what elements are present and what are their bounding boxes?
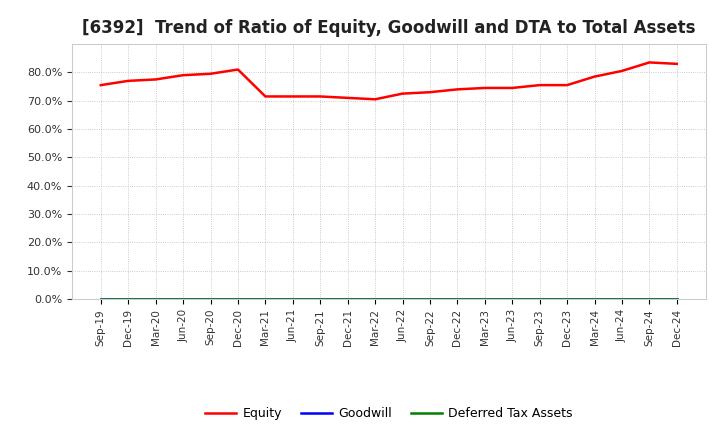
Deferred Tax Assets [480,297,489,302]
Equity [618,68,626,73]
Line: Equity: Equity [101,62,677,99]
Deferred Tax Assets [96,297,105,302]
Deferred Tax Assets [508,297,516,302]
Equity [124,78,132,84]
Deferred Tax Assets [289,297,297,302]
Equity [371,97,379,102]
Deferred Tax Assets [124,297,132,302]
Equity [480,85,489,91]
Goodwill [398,297,407,302]
Goodwill [261,297,270,302]
Deferred Tax Assets [618,297,626,302]
Goodwill [151,297,160,302]
Goodwill [536,297,544,302]
Deferred Tax Assets [206,297,215,302]
Equity [672,61,681,66]
Goodwill [233,297,242,302]
Equity [96,82,105,88]
Equity [590,74,599,79]
Equity [179,73,187,78]
Equity [343,95,352,100]
Goodwill [179,297,187,302]
Goodwill [618,297,626,302]
Deferred Tax Assets [398,297,407,302]
Equity [536,82,544,88]
Equity [645,60,654,65]
Goodwill [124,297,132,302]
Equity [289,94,297,99]
Goodwill [206,297,215,302]
Deferred Tax Assets [343,297,352,302]
Deferred Tax Assets [371,297,379,302]
Goodwill [563,297,572,302]
Deferred Tax Assets [645,297,654,302]
Goodwill [453,297,462,302]
Deferred Tax Assets [233,297,242,302]
Deferred Tax Assets [316,297,325,302]
Equity [508,85,516,91]
Deferred Tax Assets [426,297,434,302]
Equity [206,71,215,77]
Goodwill [343,297,352,302]
Deferred Tax Assets [179,297,187,302]
Equity [563,82,572,88]
Deferred Tax Assets [590,297,599,302]
Goodwill [645,297,654,302]
Equity [426,90,434,95]
Goodwill [316,297,325,302]
Goodwill [289,297,297,302]
Goodwill [590,297,599,302]
Deferred Tax Assets [672,297,681,302]
Equity [316,94,325,99]
Goodwill [96,297,105,302]
Goodwill [426,297,434,302]
Deferred Tax Assets [453,297,462,302]
Deferred Tax Assets [563,297,572,302]
Goodwill [672,297,681,302]
Equity [398,91,407,96]
Equity [151,77,160,82]
Goodwill [508,297,516,302]
Deferred Tax Assets [151,297,160,302]
Equity [261,94,270,99]
Equity [233,67,242,72]
Deferred Tax Assets [536,297,544,302]
Legend: Equity, Goodwill, Deferred Tax Assets: Equity, Goodwill, Deferred Tax Assets [200,403,577,425]
Title: [6392]  Trend of Ratio of Equity, Goodwill and DTA to Total Assets: [6392] Trend of Ratio of Equity, Goodwil… [82,19,696,37]
Deferred Tax Assets [261,297,270,302]
Goodwill [371,297,379,302]
Equity [453,87,462,92]
Goodwill [480,297,489,302]
